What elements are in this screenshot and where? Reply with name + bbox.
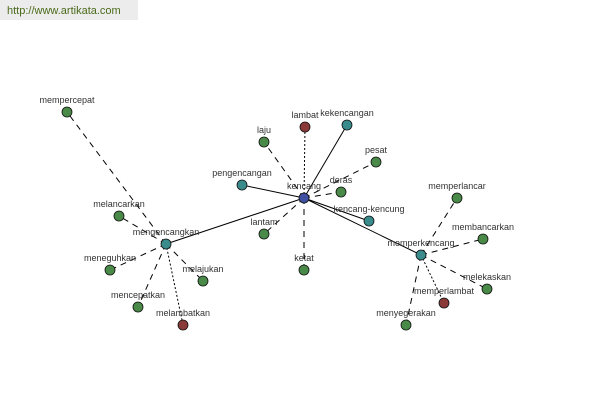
node-circle[interactable]	[160, 238, 172, 250]
node-label: ketat	[294, 253, 314, 263]
node-circle[interactable]	[400, 319, 412, 331]
node-label: melajukan	[182, 264, 223, 274]
node-deras[interactable]: deras	[330, 175, 353, 198]
node-label: memperlambat	[414, 286, 475, 296]
node-circle[interactable]	[298, 192, 310, 204]
edge-mengencangkan-melambatkan	[165, 243, 184, 326]
node-label: pengencangan	[212, 168, 272, 178]
node-label: membancarkan	[452, 222, 514, 232]
node-circle[interactable]	[438, 297, 450, 309]
node-circle[interactable]	[132, 301, 144, 313]
node-memperlambat[interactable]: memperlambat	[414, 286, 475, 309]
node-circle[interactable]	[477, 233, 489, 245]
node-circle[interactable]	[370, 156, 382, 168]
node-circle[interactable]	[335, 186, 347, 198]
node-label: pesat	[365, 145, 388, 155]
node-circle[interactable]	[299, 121, 311, 133]
node-circle[interactable]	[363, 215, 375, 227]
edge-mengencangkan-melancarkan	[118, 215, 167, 245]
node-mencepatkan[interactable]: mencepatkan	[111, 290, 165, 313]
edge-memperkencang-memperlancar	[420, 197, 458, 256]
edge-kencang-kencang-kencung	[303, 197, 370, 222]
node-mengencangkan[interactable]: mengencangkan	[133, 227, 200, 250]
node-circle[interactable]	[236, 179, 248, 191]
node-label: memperlancar	[428, 181, 486, 191]
node-label: kencang-kencung	[333, 204, 404, 214]
node-label: lantam	[250, 217, 277, 227]
node-membancarkan[interactable]: membancarkan	[452, 222, 514, 245]
edge-memperkencang-memperlambat	[420, 254, 445, 304]
edge-kencang-pengencangan	[241, 184, 305, 199]
node-label: menyegerakan	[376, 308, 436, 318]
node-laju[interactable]: laju	[257, 125, 271, 148]
node-label: kekencangan	[320, 108, 374, 118]
node-circle[interactable]	[481, 283, 493, 295]
node-melancarkan[interactable]: melancarkan	[93, 199, 145, 222]
watermark: http://www.artikata.com	[0, 0, 138, 20]
node-label: deras	[330, 175, 353, 185]
node-kencang-kencung[interactable]: kencang-kencung	[333, 204, 405, 227]
edge-kencang-mengencangkan	[165, 197, 305, 245]
edge-kencang-kekencangan	[303, 124, 348, 199]
edge-kencang-lantam	[263, 197, 305, 235]
node-label: meneguhkan	[84, 253, 136, 263]
node-lantam[interactable]: lantam	[250, 217, 278, 240]
node-ketat[interactable]: ketat	[294, 253, 314, 276]
edge-kencang-pesat	[303, 161, 377, 199]
node-pesat[interactable]: pesat	[365, 145, 388, 168]
node-kencang[interactable]: kencang	[287, 181, 321, 204]
edge-memperkencang-menyegerakan	[405, 254, 422, 326]
node-kekencangan[interactable]: kekencangan	[320, 108, 374, 131]
edges	[66, 111, 488, 326]
node-memperkencang[interactable]: memperkencang	[387, 238, 455, 261]
node-circle[interactable]	[298, 264, 310, 276]
node-label: mengencangkan	[133, 227, 200, 237]
nodes: kencang lambat kekencangan laju pesat pengenc…	[39, 95, 514, 331]
node-meneguhkan[interactable]: meneguhkan	[84, 253, 136, 276]
node-label: mempercepat	[39, 95, 95, 105]
edge-kencang-laju	[263, 141, 305, 199]
node-label: mencepatkan	[111, 290, 165, 300]
node-circle[interactable]	[258, 136, 270, 148]
edge-kencang-memperkencang	[303, 197, 422, 256]
node-circle[interactable]	[177, 319, 189, 331]
edge-kencang-deras	[303, 191, 342, 199]
node-circle[interactable]	[197, 275, 209, 287]
edge-memperkencang-melekaskan	[420, 254, 488, 290]
node-label: laju	[257, 125, 271, 135]
node-circle[interactable]	[104, 264, 116, 276]
node-label: memperkencang	[387, 238, 454, 248]
node-melambatkan[interactable]: melambatkan	[156, 308, 210, 331]
node-lambat[interactable]: lambat	[291, 110, 319, 133]
edge-mengencangkan-mempercepat	[66, 111, 167, 245]
node-circle[interactable]	[415, 249, 427, 261]
node-memperlancar[interactable]: memperlancar	[428, 181, 486, 204]
node-circle[interactable]	[341, 119, 353, 131]
edge-mengencangkan-mencepatkan	[137, 243, 167, 308]
edge-mengencangkan-melajukan	[165, 243, 204, 282]
node-circle[interactable]	[113, 210, 125, 222]
node-label: melambatkan	[156, 308, 210, 318]
node-circle[interactable]	[258, 228, 270, 240]
node-label: kencang	[287, 181, 321, 191]
node-label: melekaskan	[463, 272, 511, 282]
node-pengencangan[interactable]: pengencangan	[212, 168, 272, 191]
node-label: lambat	[291, 110, 319, 120]
node-label: melancarkan	[93, 199, 145, 209]
node-mempercepat[interactable]: mempercepat	[39, 95, 95, 118]
node-circle[interactable]	[451, 192, 463, 204]
node-circle[interactable]	[61, 106, 73, 118]
node-melekaskan[interactable]: melekaskan	[463, 272, 511, 295]
node-menyegerakan[interactable]: menyegerakan	[376, 308, 436, 331]
node-melajukan[interactable]: melajukan	[182, 264, 224, 287]
